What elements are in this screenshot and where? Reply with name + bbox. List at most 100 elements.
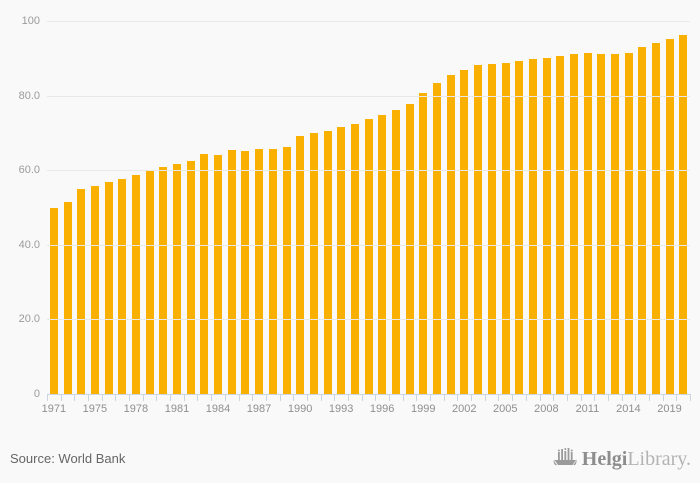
helgilibrary-logo[interactable]: HelgiLibrary.	[553, 444, 691, 474]
x-axis-tick	[47, 394, 48, 401]
x-axis-tick	[156, 394, 158, 401]
logo-text-helgi: Helgi	[581, 447, 628, 470]
bar-2019[interactable]	[665, 38, 674, 394]
bar-cell	[471, 21, 485, 394]
bar-2013[interactable]	[611, 53, 620, 394]
bar-1990[interactable]	[296, 135, 305, 394]
bar-2008[interactable]	[542, 58, 551, 394]
bar-1997[interactable]	[392, 109, 401, 394]
x-axis-tick-label: 1971	[41, 403, 67, 415]
bar-1976[interactable]	[104, 182, 113, 394]
bar-1984[interactable]	[214, 154, 223, 394]
bar-1973[interactable]	[63, 202, 72, 394]
bar-2014[interactable]	[624, 53, 633, 394]
y-axis-tick-label: 40.0	[18, 238, 40, 251]
x-axis-tick	[402, 394, 404, 401]
x-axis-tick	[306, 394, 308, 401]
bar-cell	[293, 21, 307, 394]
bar-1989[interactable]	[282, 147, 291, 394]
bar-2004[interactable]	[487, 64, 496, 394]
x-axis-tick-label: 2005	[493, 403, 518, 415]
x-axis-tick-label: 1978	[123, 403, 149, 415]
x-axis-tick	[238, 394, 240, 401]
x-axis-tick	[74, 394, 76, 401]
bar-1988[interactable]	[268, 149, 277, 394]
bar-cell	[458, 21, 472, 394]
x-axis-tick-label: 1993	[328, 403, 354, 415]
bar-1996[interactable]	[378, 115, 387, 394]
bar-cell	[184, 21, 198, 394]
bar-1993[interactable]	[337, 126, 346, 394]
bar-1977[interactable]	[118, 179, 127, 394]
bar-2003[interactable]	[474, 65, 483, 394]
bar-1991[interactable]	[309, 132, 318, 394]
x-axis-tick	[115, 394, 117, 401]
x-axis-tick	[430, 394, 432, 401]
bar-1982[interactable]	[186, 160, 195, 394]
bar-1979[interactable]	[145, 171, 154, 394]
x-axis-tick	[484, 394, 486, 401]
gridline	[47, 21, 690, 22]
x-axis-tick	[252, 394, 254, 401]
x-axis-tick	[553, 394, 555, 401]
x-axis-tick	[170, 394, 172, 401]
x-axis-tick	[265, 394, 267, 401]
bar-1987[interactable]	[255, 149, 264, 394]
bar-1986[interactable]	[241, 150, 250, 394]
bar-2007[interactable]	[528, 59, 537, 394]
bar-1999[interactable]	[419, 93, 428, 394]
bar-1980[interactable]	[159, 166, 168, 394]
bar-1974[interactable]	[77, 188, 86, 394]
x-axis-tick-label: 1996	[369, 403, 395, 415]
x-axis-tick	[361, 394, 363, 401]
gridline	[47, 170, 690, 172]
bar-cell	[581, 21, 595, 394]
bar-2006[interactable]	[515, 61, 524, 394]
x-axis-tick-label: 1984	[205, 403, 231, 415]
bar-cell	[334, 21, 348, 394]
bar-2002[interactable]	[460, 70, 469, 394]
y-axis-tick-label: 80.0	[18, 89, 40, 102]
source-label: Source: World Bank	[10, 451, 126, 466]
gridline	[47, 244, 690, 246]
bar-2000[interactable]	[433, 82, 442, 394]
bar-2012[interactable]	[597, 54, 606, 394]
bar-1985[interactable]	[227, 150, 236, 394]
bar-1992[interactable]	[323, 131, 332, 394]
bar-1994[interactable]	[350, 123, 359, 394]
bar-2009[interactable]	[556, 56, 565, 394]
x-axis-tick	[690, 394, 691, 401]
bar-cell	[321, 21, 335, 394]
x-axis-tick	[347, 394, 349, 401]
bar-cell	[512, 21, 526, 394]
bar-cell	[225, 21, 239, 394]
bar-1983[interactable]	[200, 154, 209, 394]
bar-1975[interactable]	[90, 186, 99, 394]
bar-1971[interactable]	[49, 207, 58, 394]
bar-cell	[608, 21, 622, 394]
bar-2017[interactable]	[652, 43, 661, 394]
bar-1998[interactable]	[405, 104, 414, 394]
x-axis-tick	[389, 394, 391, 401]
bar-2005[interactable]	[501, 63, 510, 394]
bar-cell	[211, 21, 225, 394]
bar-2001[interactable]	[446, 74, 455, 394]
bar-cell	[417, 21, 431, 394]
x-axis-tick	[334, 394, 336, 401]
bars-container	[47, 21, 690, 394]
bar-2015[interactable]	[638, 46, 647, 394]
bar-2010[interactable]	[569, 53, 578, 394]
x-axis-tick	[101, 394, 103, 401]
x-axis-tick-label: 1981	[164, 403, 190, 415]
bar-1981[interactable]	[173, 163, 182, 394]
x-axis-tick	[224, 394, 226, 401]
bar-cell	[376, 21, 390, 394]
x-axis-tick	[607, 394, 609, 401]
bar-1978[interactable]	[131, 174, 140, 394]
x-axis-tick	[375, 394, 377, 401]
bar-1995[interactable]	[364, 119, 373, 394]
bar-cell	[47, 21, 61, 394]
x-axis-tick	[279, 394, 281, 401]
bar-2011[interactable]	[583, 53, 592, 394]
bar-2020[interactable]	[679, 34, 688, 394]
